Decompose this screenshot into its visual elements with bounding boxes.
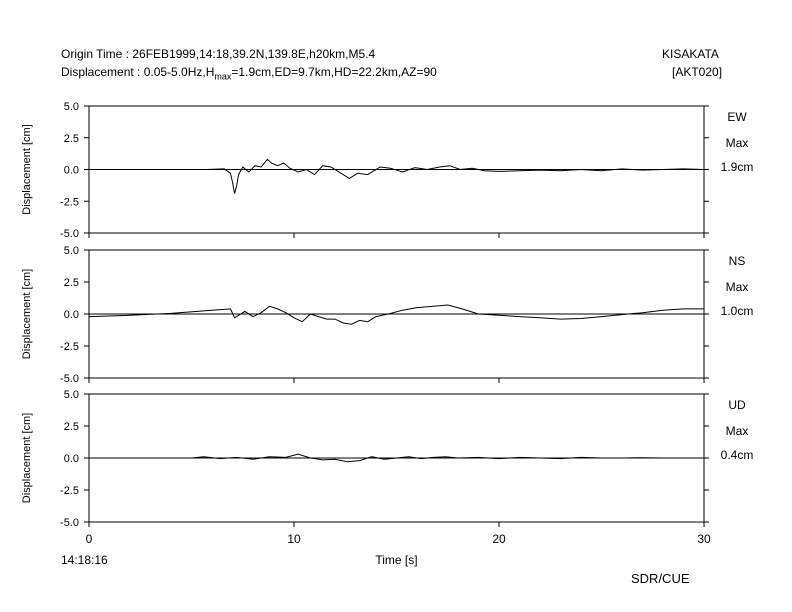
y-tick-label: -2.5 — [60, 341, 79, 353]
max-label: Max — [726, 136, 749, 150]
y-tick-label: 0.0 — [64, 453, 79, 465]
h-max-subscript: max — [214, 71, 232, 82]
y-tick-label: -5.0 — [60, 228, 79, 240]
y-tick-label: 5.0 — [64, 245, 79, 257]
component-label-ns: NS — [729, 254, 746, 268]
trace-ew — [89, 158, 705, 194]
y-tick-label: 5.0 — [64, 101, 79, 113]
y-tick-label: -5.0 — [60, 373, 79, 385]
y-tick-label: -2.5 — [60, 485, 79, 497]
x-tick-label: 20 — [492, 532, 506, 546]
y-tick-label: 5.0 — [64, 389, 79, 401]
y-tick-label: 2.5 — [64, 133, 79, 145]
max-label: Max — [726, 424, 749, 438]
y-tick-label: -5.0 — [60, 517, 79, 529]
credit-label: SDR/CUE — [631, 571, 690, 586]
x-tick-label: 10 — [287, 532, 301, 546]
displacement-suffix: =1.9cm,ED=9.7km,HD=22.2km,AZ=90 — [231, 65, 437, 79]
x-tick-label: 30 — [697, 532, 711, 546]
y-tick-label: 0.0 — [64, 165, 79, 177]
trace-ud — [89, 453, 704, 463]
y-tick-label: 0.0 — [64, 309, 79, 321]
max-value-ud: 0.4cm — [721, 448, 754, 462]
y-axis-label: Displacement [cm] — [21, 124, 33, 214]
y-tick-label: -2.5 — [60, 196, 79, 208]
y-tick-label: 2.5 — [64, 421, 79, 433]
origin-time-line: Origin Time : 26FEB1999,14:18,39.2N,139.… — [61, 47, 376, 61]
max-label: Max — [726, 280, 749, 294]
max-value-ns: 1.0cm — [721, 304, 754, 318]
x-axis-label: Time [s] — [375, 553, 417, 567]
displacement-info-line: Displacement : 0.05-5.0Hz,Hmax=1.9cm,ED=… — [61, 65, 437, 81]
y-tick-label: 2.5 — [64, 277, 79, 289]
station-name: KISAKATA — [662, 47, 719, 61]
trace-ns — [88, 304, 704, 325]
component-label-ew: EW — [727, 110, 747, 124]
y-axis-label: Displacement [cm] — [21, 269, 33, 359]
displacement-prefix: Displacement : 0.05-5.0Hz,H — [61, 65, 215, 79]
component-label-ud: UD — [728, 398, 746, 412]
start-time-label: 14:18:16 — [61, 553, 108, 567]
station-code: [AKT020] — [672, 65, 723, 79]
y-axis-label: Displacement [cm] — [21, 413, 33, 503]
x-tick-label: 0 — [86, 532, 93, 546]
max-value-ew: 1.9cm — [721, 160, 754, 174]
